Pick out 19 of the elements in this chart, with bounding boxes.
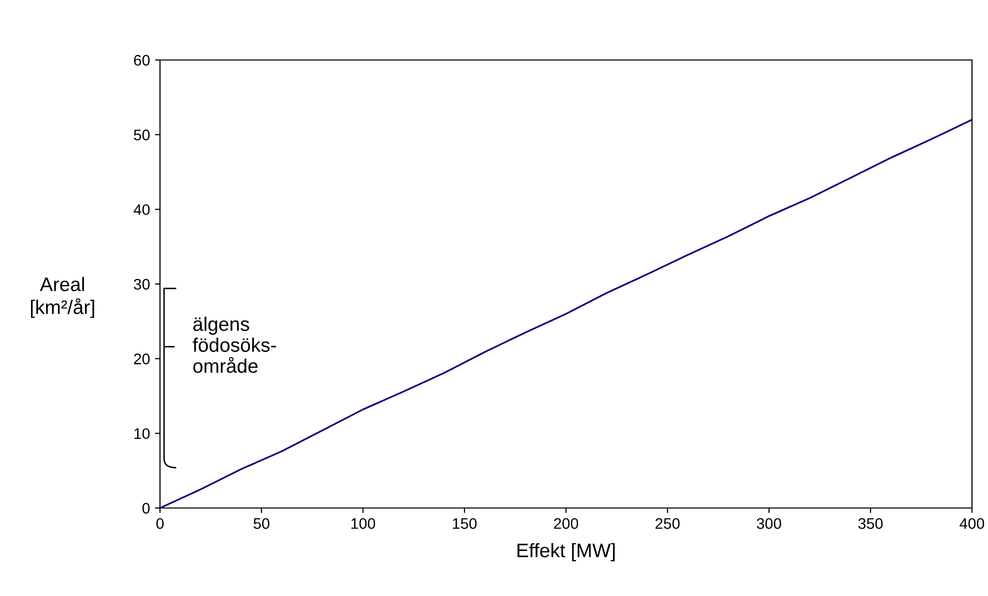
y-tick-label: 30: [134, 278, 150, 290]
y-tick-label: 40: [134, 204, 150, 216]
x-tick-label: 50: [254, 518, 270, 529]
x-tick-label: 150: [452, 518, 477, 529]
x-tick-label: 400: [960, 518, 984, 529]
x-axis-title: Effekt [MW]: [518, 543, 615, 562]
y-tick-label: 0: [142, 502, 150, 514]
annotation: älgens födosöks- område: [192, 316, 276, 373]
x-tick-label: 300: [756, 518, 782, 529]
y-tick-label: 10: [134, 428, 150, 440]
y-tick-label: 60: [134, 54, 150, 66]
x-tick-label: 0: [156, 518, 164, 529]
x-tick-label: 100: [351, 518, 376, 529]
y-tick-label: 20: [134, 354, 150, 364]
x-tick-label: 350: [858, 518, 883, 529]
x-tick-label: 200: [554, 518, 578, 529]
x-tick-label: 250: [656, 518, 680, 529]
y-axis-title: Areal [km²/år]: [31, 276, 94, 318]
y-tick-label: 50: [134, 130, 150, 140]
